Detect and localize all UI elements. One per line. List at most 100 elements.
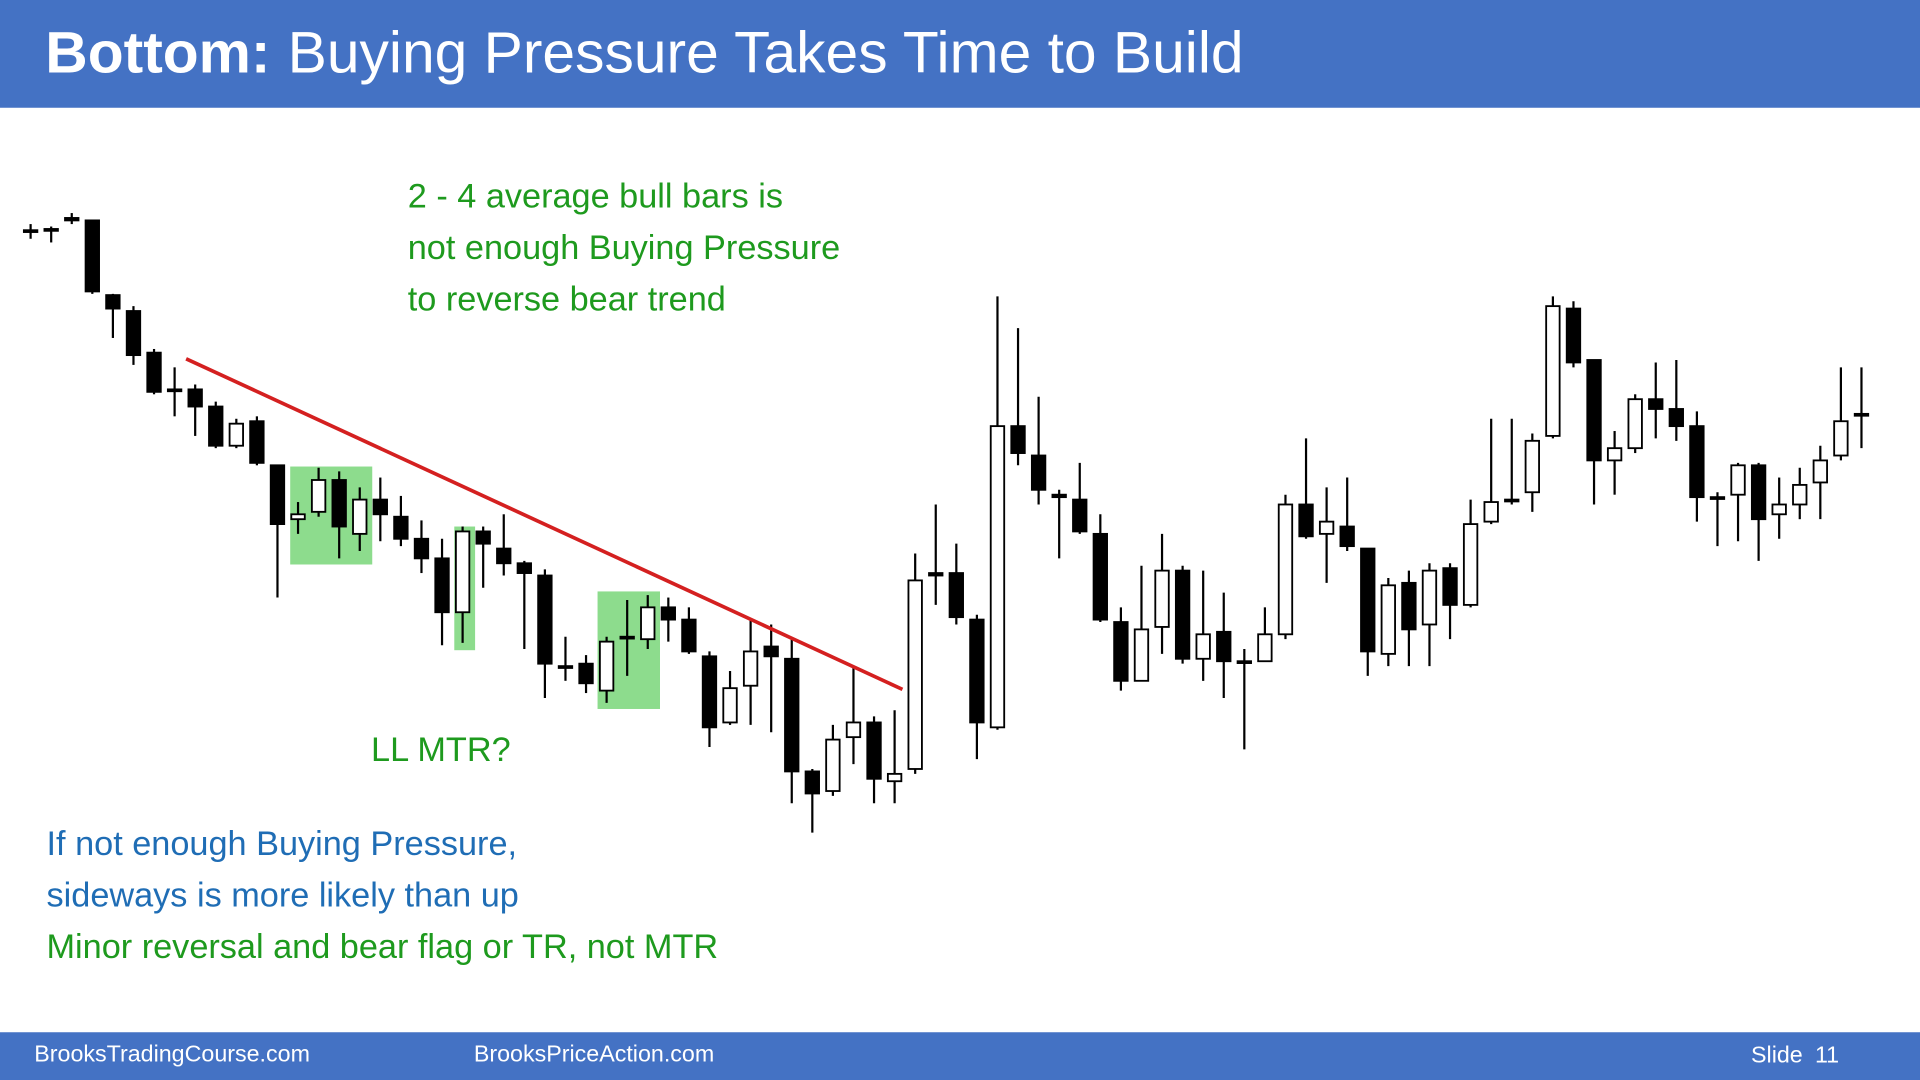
candle-body [886, 772, 903, 783]
candle-body [64, 217, 80, 222]
candle-body [1092, 532, 1108, 621]
candle-body [310, 479, 327, 513]
candle-body [22, 229, 39, 233]
candle-body [1421, 569, 1438, 626]
candle-body [537, 574, 553, 665]
candle-body [1627, 398, 1643, 450]
candle-body [1606, 447, 1623, 462]
candle-body [1380, 584, 1396, 655]
candle-body [1051, 493, 1067, 499]
candle-body [1545, 305, 1561, 437]
annotation: If not enough Buying Pressure, [47, 825, 518, 863]
candle-body [989, 425, 1006, 729]
candle-body [1648, 398, 1664, 410]
candle-body [372, 498, 388, 516]
candle-body [1072, 498, 1088, 533]
annotation: sideways is more likely than up [47, 877, 519, 915]
candle-body [1833, 420, 1849, 457]
candle-body [516, 562, 532, 574]
candle-body [454, 530, 471, 614]
candle-body [804, 770, 820, 795]
candle-body [1792, 483, 1808, 506]
candle-body [557, 665, 574, 669]
candle-body [1154, 569, 1170, 628]
footer-text: Slide 11 [1751, 1042, 1839, 1068]
candle-body [1668, 408, 1684, 428]
annotation: Minor reversal and bear flag or TR, not … [47, 928, 719, 966]
candle-body [1216, 630, 1232, 663]
candle-body [1812, 459, 1828, 484]
candle-body [208, 405, 224, 447]
candle-body [681, 618, 697, 653]
annotation: not enough Buying Pressure [408, 229, 840, 267]
candle-body [742, 650, 759, 687]
slide-title: Bottom: Buying Pressure Takes Time to Bui… [45, 20, 1243, 85]
candle-body [413, 537, 430, 560]
candle-body [722, 687, 738, 724]
candle-body [43, 228, 59, 232]
candle-body [1504, 498, 1520, 503]
candle-body [1565, 307, 1582, 364]
candle-body [434, 557, 450, 614]
candle-body [784, 657, 800, 773]
slide-number: 11 [1815, 1042, 1839, 1068]
candle-body [1113, 621, 1129, 682]
candle-body [125, 310, 142, 357]
candle-body [105, 294, 121, 310]
candle-body [907, 579, 923, 770]
candle-body [1360, 547, 1376, 653]
candle-body [866, 721, 882, 780]
candle-body [1853, 412, 1870, 417]
candle-body [1483, 501, 1499, 523]
candle-body [1771, 503, 1787, 516]
candle-body [1236, 660, 1252, 664]
candle-body [331, 479, 347, 528]
candle-body [1030, 454, 1047, 491]
candle-body [166, 388, 183, 393]
candle-body [619, 635, 635, 640]
candle-body [845, 721, 862, 739]
candle-body [701, 655, 718, 729]
candle-body [640, 606, 656, 641]
candle-body [475, 530, 491, 545]
candle-body [290, 513, 306, 521]
candle-body [1401, 581, 1417, 631]
footer-bar [0, 1032, 1920, 1080]
candle-body [249, 420, 265, 464]
candle-body [1277, 503, 1294, 636]
candle-body [1524, 439, 1540, 494]
candle-body [1339, 525, 1355, 548]
title-bold: Bottom: [45, 20, 270, 85]
candle-body [1462, 523, 1479, 606]
candle-body [1195, 633, 1211, 660]
candle-body [1298, 503, 1314, 538]
candle-body [1174, 569, 1191, 660]
candle-body [1318, 520, 1335, 535]
candle-body [928, 572, 944, 577]
footer-text: BrooksPriceAction.com [474, 1041, 714, 1067]
candle-body [1133, 628, 1150, 682]
candles [22, 213, 1870, 833]
candle-body [393, 515, 409, 540]
candle-body [948, 572, 964, 619]
footer-text: BrooksTradingCourse.com [34, 1041, 310, 1067]
candle-body [146, 351, 162, 393]
annotation: 2 - 4 average bull bars is [408, 177, 783, 215]
candle-body [84, 219, 100, 293]
candle-body [1689, 425, 1705, 499]
candle-body [1586, 359, 1602, 462]
candle-body [187, 388, 203, 408]
candle-body [496, 547, 512, 565]
candle-body [578, 662, 594, 685]
candle-body [1709, 496, 1726, 500]
candle-body [1750, 464, 1767, 521]
candle-body [1730, 464, 1746, 496]
candle-body [1442, 567, 1458, 606]
candle-body [228, 422, 244, 447]
header-bar [0, 0, 1920, 108]
candle-body [598, 640, 615, 692]
candle-body [763, 645, 779, 658]
candle-body [969, 618, 985, 724]
